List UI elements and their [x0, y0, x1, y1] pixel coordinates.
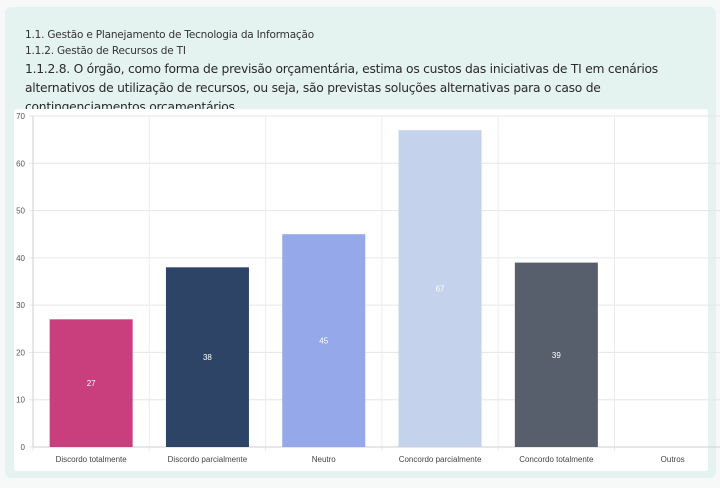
- bar: [282, 234, 366, 447]
- x-tick-label: Neutro: [312, 455, 337, 464]
- y-tick-label: 30: [16, 301, 25, 310]
- x-tick-label: Concordo parcialmente: [399, 455, 482, 464]
- y-tick-label: 60: [16, 159, 25, 168]
- y-tick-label: 70: [16, 112, 25, 121]
- x-tick-label: Discordo totalmente: [56, 455, 128, 464]
- data-label: 67: [436, 285, 445, 294]
- bar: [49, 319, 133, 447]
- y-tick-label: 0: [21, 443, 26, 452]
- y-tick-label: 50: [16, 207, 25, 216]
- breadcrumb-level1: 1.1. Gestão e Planejamento de Tecnologia…: [25, 29, 314, 41]
- data-label: 27: [87, 379, 96, 388]
- x-tick-label: Outros: [661, 455, 685, 464]
- bar: [514, 262, 598, 447]
- y-tick-label: 20: [16, 348, 25, 357]
- y-tick-label: 40: [16, 254, 25, 263]
- data-label: 38: [203, 353, 212, 362]
- data-label: 39: [552, 351, 561, 360]
- bar: [398, 130, 482, 447]
- x-tick-label: Concordo totalmente: [519, 455, 594, 464]
- bar: [165, 267, 249, 447]
- x-tick-label: Discordo parcialmente: [168, 455, 248, 464]
- y-tick-label: 10: [16, 396, 25, 405]
- data-label: 45: [319, 337, 328, 346]
- breadcrumb-level2: 1.1.2. Gestão de Recursos de TI: [25, 45, 186, 57]
